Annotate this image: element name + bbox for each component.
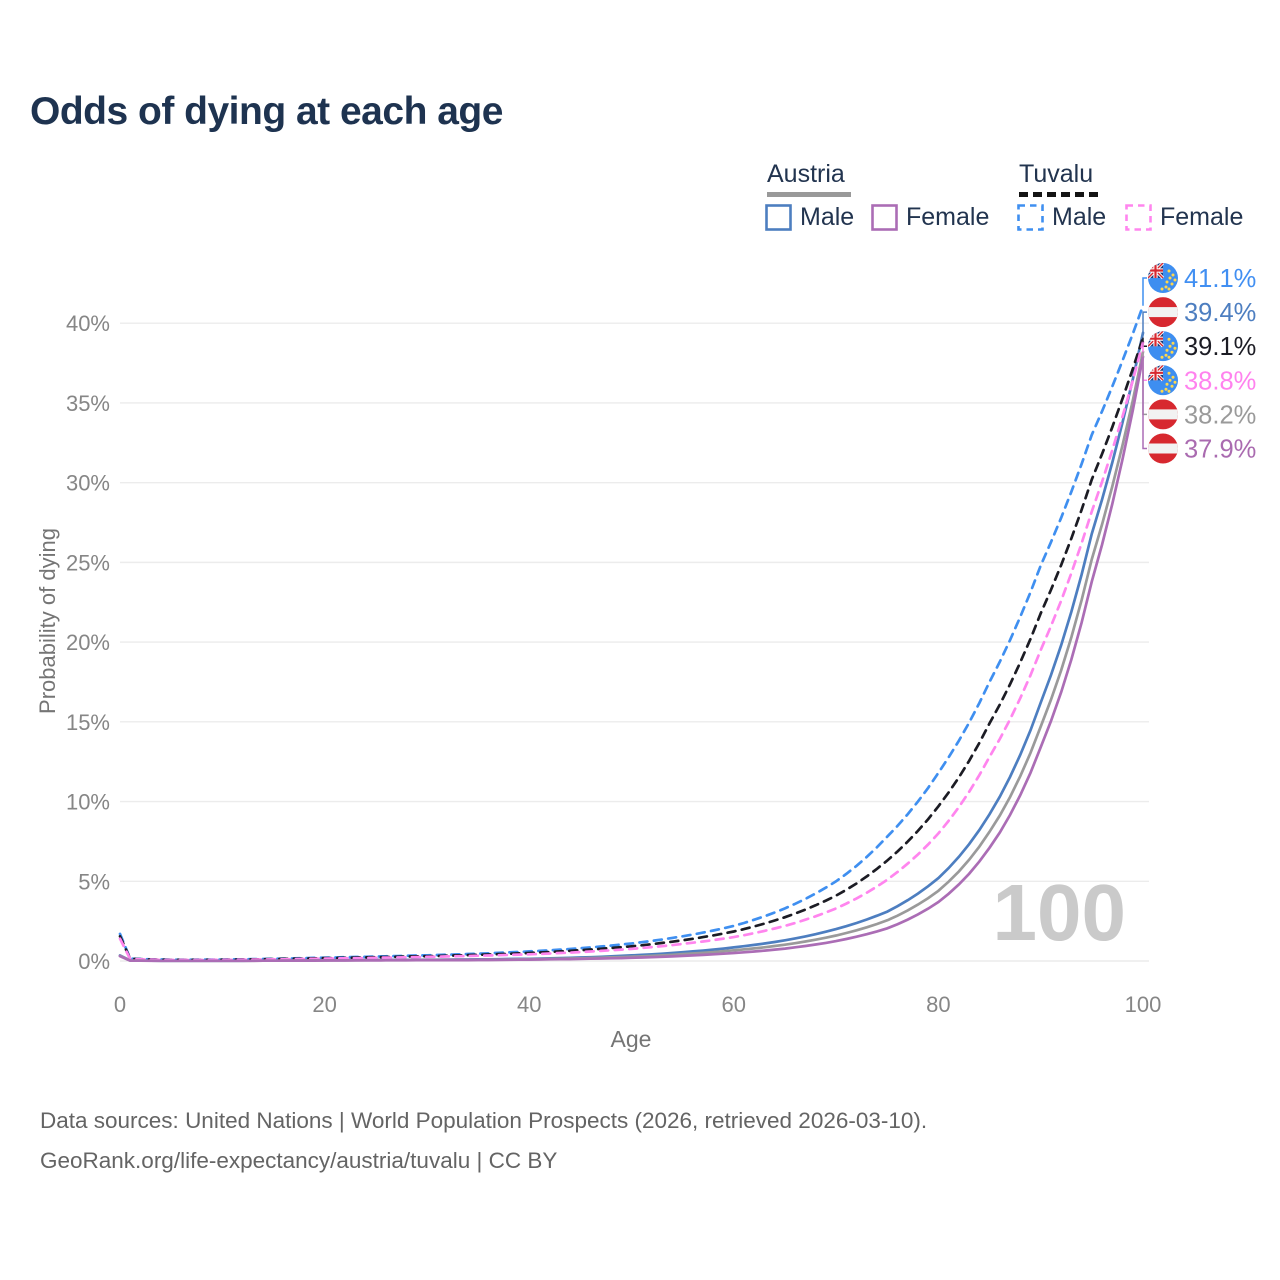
x-tick-label: 80 [926,992,950,1017]
leader-line [1142,311,1147,333]
austria-flag-icon [1148,399,1178,430]
legend-group-tuvalu-title: Tuvalu [1019,160,1094,188]
x-tick-label: 0 [114,992,126,1017]
legend-label: Male [1052,203,1107,231]
tuvalu-flag-icon [1148,331,1178,362]
legend-group-austria-title: Austria [767,160,845,188]
series-line-tuvalu-male [118,304,1145,962]
tuvalu-female-swatch-icon [1125,204,1152,231]
tuvalu-flag-icon [1148,365,1178,396]
y-tick-label: 40% [66,311,110,336]
leader-line [1142,277,1147,306]
tuvalu-flag-icon [1148,263,1178,293]
page-title: Odds of dying at each age [30,90,503,133]
y-tick-label: 25% [66,550,110,575]
end-value-label: 38.8% [1184,367,1256,395]
legend-item-tuvalu-female[interactable]: Female [1124,203,1243,232]
series-line-austria-male [118,331,1145,963]
series-line-tuvalu-both [118,336,1145,962]
austria-flag-icon [1148,297,1178,328]
x-tick-label: 40 [517,992,541,1017]
legend-item-austria-female[interactable]: Female [870,203,989,232]
end-value-label: 37.9% [1184,436,1256,464]
austria-female-swatch-icon [871,204,898,231]
y-tick-label: 20% [66,630,110,655]
y-tick-label: 5% [78,869,110,894]
y-tick-label: 10% [66,790,110,815]
tuvalu-male-swatch-icon [1017,204,1044,231]
austria-male-swatch-icon [765,204,792,231]
series-line-tuvalu-female [118,340,1145,962]
data-sources-text: Data sources: United Nations | World Pop… [40,1108,928,1133]
legend-label: Female [1160,203,1244,231]
end-value-label: 39.4% [1184,299,1256,327]
series-line-austria-female [118,355,1145,963]
legend-item-austria-male[interactable]: Male [764,203,854,232]
y-tick-label: 35% [66,391,110,416]
end-value-label: 39.1% [1184,333,1256,361]
x-tick-label: 60 [722,992,746,1017]
y-tick-label: 0% [78,949,110,974]
x-axis-title: Age [610,1026,652,1052]
legend-item-tuvalu-male[interactable]: Male [1016,203,1106,232]
x-tick-label: 20 [312,992,336,1017]
end-value-label: 41.1% [1184,265,1256,293]
legend-label: Male [800,203,855,231]
attribution-text: GeoRank.org/life-expectancy/austria/tuva… [40,1148,558,1173]
x-tick-label: 100 [1125,992,1162,1017]
series-line-austria-both [118,350,1145,963]
leader-line [1142,356,1147,450]
end-value-label: 38.2% [1184,401,1256,429]
y-tick-label: 15% [66,710,110,735]
y-tick-label: 30% [66,471,110,496]
austria-flag-icon [1148,433,1178,464]
age-watermark: 100 [993,868,1126,957]
legend-tuvalu-line-swatch [1019,192,1098,197]
legend-austria-line-swatch [767,192,851,197]
legend-label: Female [906,203,990,231]
